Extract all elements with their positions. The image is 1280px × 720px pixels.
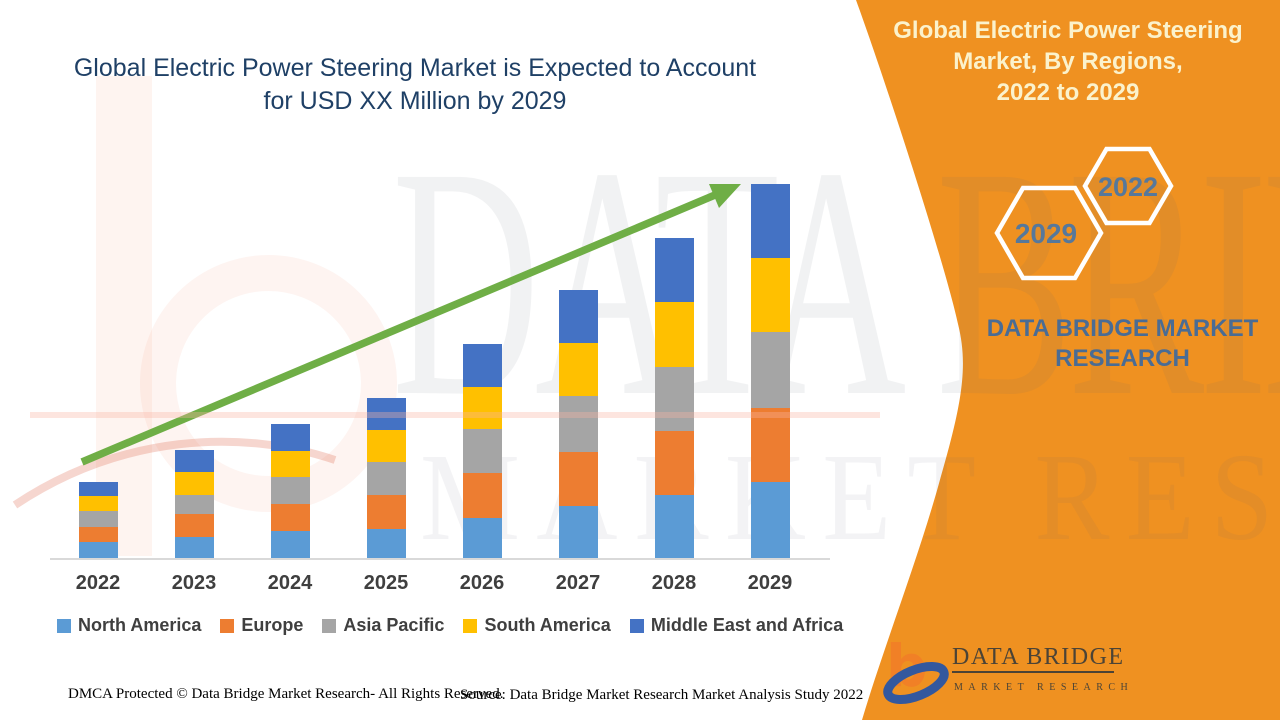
- source-text: Source: Data Bridge Market Research Mark…: [460, 687, 864, 703]
- data-bridge-logo: b DATA BRIDGE MARKET RESEARCH: [883, 632, 1133, 704]
- x-axis-labels: 2022 2023 2024 2025 2026 2027 2028 2029: [0, 572, 860, 598]
- bar-segment-north-america: [462, 518, 502, 558]
- chart-title: Global Electric Power Steering Market is…: [60, 52, 770, 118]
- side-panel-path: [856, 0, 1280, 720]
- legend-swatch-icon: [220, 618, 235, 633]
- bar-segment-north-america: [174, 537, 214, 558]
- bar-segment-asia-pacific: [174, 495, 214, 514]
- stacked-bar-plot: [78, 184, 790, 558]
- bar-segment-asia-pacific: [750, 332, 790, 408]
- bar-segment-south-america: [462, 387, 502, 429]
- x-axis-label-2026: 2026: [459, 572, 505, 594]
- chart-title-line2: for USD XX Million by 2029: [263, 87, 567, 115]
- bar-segment-middle-east-and-africa: [558, 290, 598, 343]
- hexagon-2029-label: 2029: [1015, 218, 1077, 249]
- logo-swoosh-icon: [883, 662, 949, 704]
- watermark-b-stem: [96, 76, 152, 556]
- bar-segment-europe: [174, 514, 214, 537]
- bar-segment-asia-pacific: [558, 396, 598, 452]
- x-axis-line: [50, 558, 830, 560]
- legend-swatch-icon: [463, 618, 478, 633]
- watermark-band: [30, 412, 880, 418]
- bar-segment-north-america: [654, 495, 694, 558]
- bar-segment-europe: [366, 495, 406, 529]
- bar-segment-middle-east-and-africa: [750, 184, 790, 258]
- x-axis-label-2028: 2028: [651, 572, 697, 594]
- x-axis-label-2022: 2022: [75, 572, 121, 594]
- legend-label: Asia Pacific: [343, 615, 445, 635]
- legend-swatch-icon: [322, 618, 337, 633]
- bar-segment-north-america: [366, 529, 406, 558]
- trend-arrow-head: [709, 184, 741, 208]
- legend-item-south-america: South America: [463, 615, 611, 636]
- bar-segment-south-america: [270, 451, 310, 477]
- legend-label: South America: [484, 615, 611, 635]
- legend-label: Europe: [241, 615, 304, 635]
- x-axis-label-2027: 2027: [555, 572, 601, 594]
- hexagon-2022: [1082, 146, 1174, 226]
- legend-item-north-america: North America: [57, 615, 201, 636]
- bar-segment-middle-east-and-africa: [654, 238, 694, 302]
- legend-label: North America: [78, 615, 202, 635]
- bar-segment-europe: [558, 452, 598, 506]
- x-axis-label-2025: 2025: [363, 572, 409, 594]
- bar-segment-europe: [78, 527, 118, 542]
- bar-segment-south-america: [558, 343, 598, 396]
- legend-swatch-icon: [57, 618, 71, 633]
- bar-segment-asia-pacific: [78, 511, 118, 527]
- bar-segment-middle-east-and-africa: [174, 450, 214, 472]
- bar-segment-asia-pacific: [462, 429, 502, 473]
- bar-segment-europe: [270, 504, 310, 531]
- legend-swatch-icon: [629, 618, 644, 633]
- side-panel-brand-text: DATA BRIDGE MARKET RESEARCH: [986, 315, 1259, 372]
- bar-segment-europe: [750, 408, 790, 482]
- logo-sub-text: MARKET RESEARCH: [954, 682, 1133, 693]
- x-axis-label-2029: 2029: [747, 572, 793, 594]
- hexagon-2029: [994, 185, 1104, 281]
- trend-arrow-line: [80, 191, 717, 466]
- bar-segment-middle-east-and-africa: [78, 482, 118, 496]
- chart-title-line1: Global Electric Power Steering Market is…: [73, 54, 757, 82]
- bar-segment-south-america: [366, 430, 406, 462]
- bar-segment-north-america: [78, 542, 118, 558]
- logo-name-text: DATA BRIDGE: [952, 644, 1125, 670]
- bar-segment-middle-east-and-africa: [366, 398, 406, 430]
- legend-item-middle-east-and-africa: Middle East and Africa: [629, 615, 844, 636]
- bar-segment-south-america: [174, 472, 214, 495]
- bar-segment-north-america: [750, 482, 790, 558]
- side-panel-title: Global Electric Power Steering Market, B…: [893, 17, 1243, 106]
- trend-arrow: [80, 184, 741, 466]
- x-axis-label-2023: 2023: [171, 572, 217, 594]
- bar-segment-europe: [654, 431, 694, 495]
- bar-segment-north-america: [270, 531, 310, 558]
- bar-segment-north-america: [558, 506, 598, 558]
- legend-label: Middle East and Africa: [650, 615, 844, 635]
- bar-segment-south-america: [750, 258, 790, 332]
- legend-item-europe: Europe: [220, 615, 303, 636]
- bar-segment-middle-east-and-africa: [462, 344, 502, 387]
- legend-item-asia-pacific: Asia Pacific: [322, 615, 444, 636]
- bar-segment-asia-pacific: [654, 367, 694, 431]
- dmca-text: DMCA Protected © Data Bridge Market Rese…: [68, 686, 504, 702]
- chart-legend: North America Europe Asia Pacific South Ame…: [57, 615, 843, 636]
- bar-segment-asia-pacific: [270, 477, 310, 504]
- hexagon-2022-label: 2022: [1098, 172, 1158, 202]
- bar-segment-south-america: [78, 496, 118, 511]
- bar-segment-middle-east-and-africa: [270, 424, 310, 451]
- bar-segment-europe: [462, 473, 502, 518]
- bar-segment-asia-pacific: [366, 462, 406, 495]
- x-axis-label-2024: 2024: [267, 572, 313, 594]
- bar-segment-south-america: [654, 302, 694, 367]
